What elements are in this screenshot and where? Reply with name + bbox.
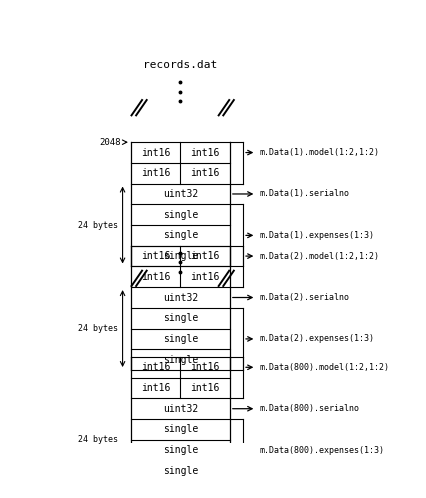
Text: single: single <box>163 334 198 344</box>
Text: m.Data(2).serialno: m.Data(2).serialno <box>259 293 350 302</box>
Text: records.dat: records.dat <box>143 60 218 71</box>
Text: 2048: 2048 <box>99 138 121 147</box>
Text: m.Data(1).model(1:2,1:2): m.Data(1).model(1:2,1:2) <box>259 148 380 157</box>
Text: 24 bytes: 24 bytes <box>78 324 118 333</box>
Text: single: single <box>163 251 198 261</box>
Text: m.Data(800).expenses(1:3): m.Data(800).expenses(1:3) <box>259 446 385 455</box>
Text: m.Data(800).serialno: m.Data(800).serialno <box>259 404 360 413</box>
Text: int16: int16 <box>190 147 220 157</box>
Text: 24 bytes: 24 bytes <box>78 435 118 444</box>
Text: int16: int16 <box>141 168 170 178</box>
Text: single: single <box>163 355 198 365</box>
Text: int16: int16 <box>141 383 170 393</box>
Text: m.Data(800).model(1:2,1:2): m.Data(800).model(1:2,1:2) <box>259 363 390 372</box>
Text: single: single <box>163 466 198 476</box>
Text: m.Data(1).expenses(1:3): m.Data(1).expenses(1:3) <box>259 231 374 240</box>
Text: int16: int16 <box>141 147 170 157</box>
Text: m.Data(2).model(1:2,1:2): m.Data(2).model(1:2,1:2) <box>259 251 380 260</box>
Text: int16: int16 <box>141 362 170 373</box>
Text: int16: int16 <box>141 251 170 261</box>
Text: int16: int16 <box>190 168 220 178</box>
Text: m.Data(2).expenses(1:3): m.Data(2).expenses(1:3) <box>259 335 374 344</box>
Text: int16: int16 <box>190 383 220 393</box>
Text: single: single <box>163 231 198 241</box>
Text: 24 bytes: 24 bytes <box>78 221 118 230</box>
Text: int16: int16 <box>190 272 220 282</box>
Text: m.Data(1).serialno: m.Data(1).serialno <box>259 189 350 199</box>
Text: int16: int16 <box>141 272 170 282</box>
Text: uint32: uint32 <box>163 189 198 199</box>
Text: single: single <box>163 445 198 455</box>
Text: int16: int16 <box>190 362 220 373</box>
Text: uint32: uint32 <box>163 404 198 414</box>
Text: int16: int16 <box>190 251 220 261</box>
Text: single: single <box>163 313 198 323</box>
Text: single: single <box>163 424 198 434</box>
Text: uint32: uint32 <box>163 292 198 302</box>
Text: single: single <box>163 210 198 220</box>
